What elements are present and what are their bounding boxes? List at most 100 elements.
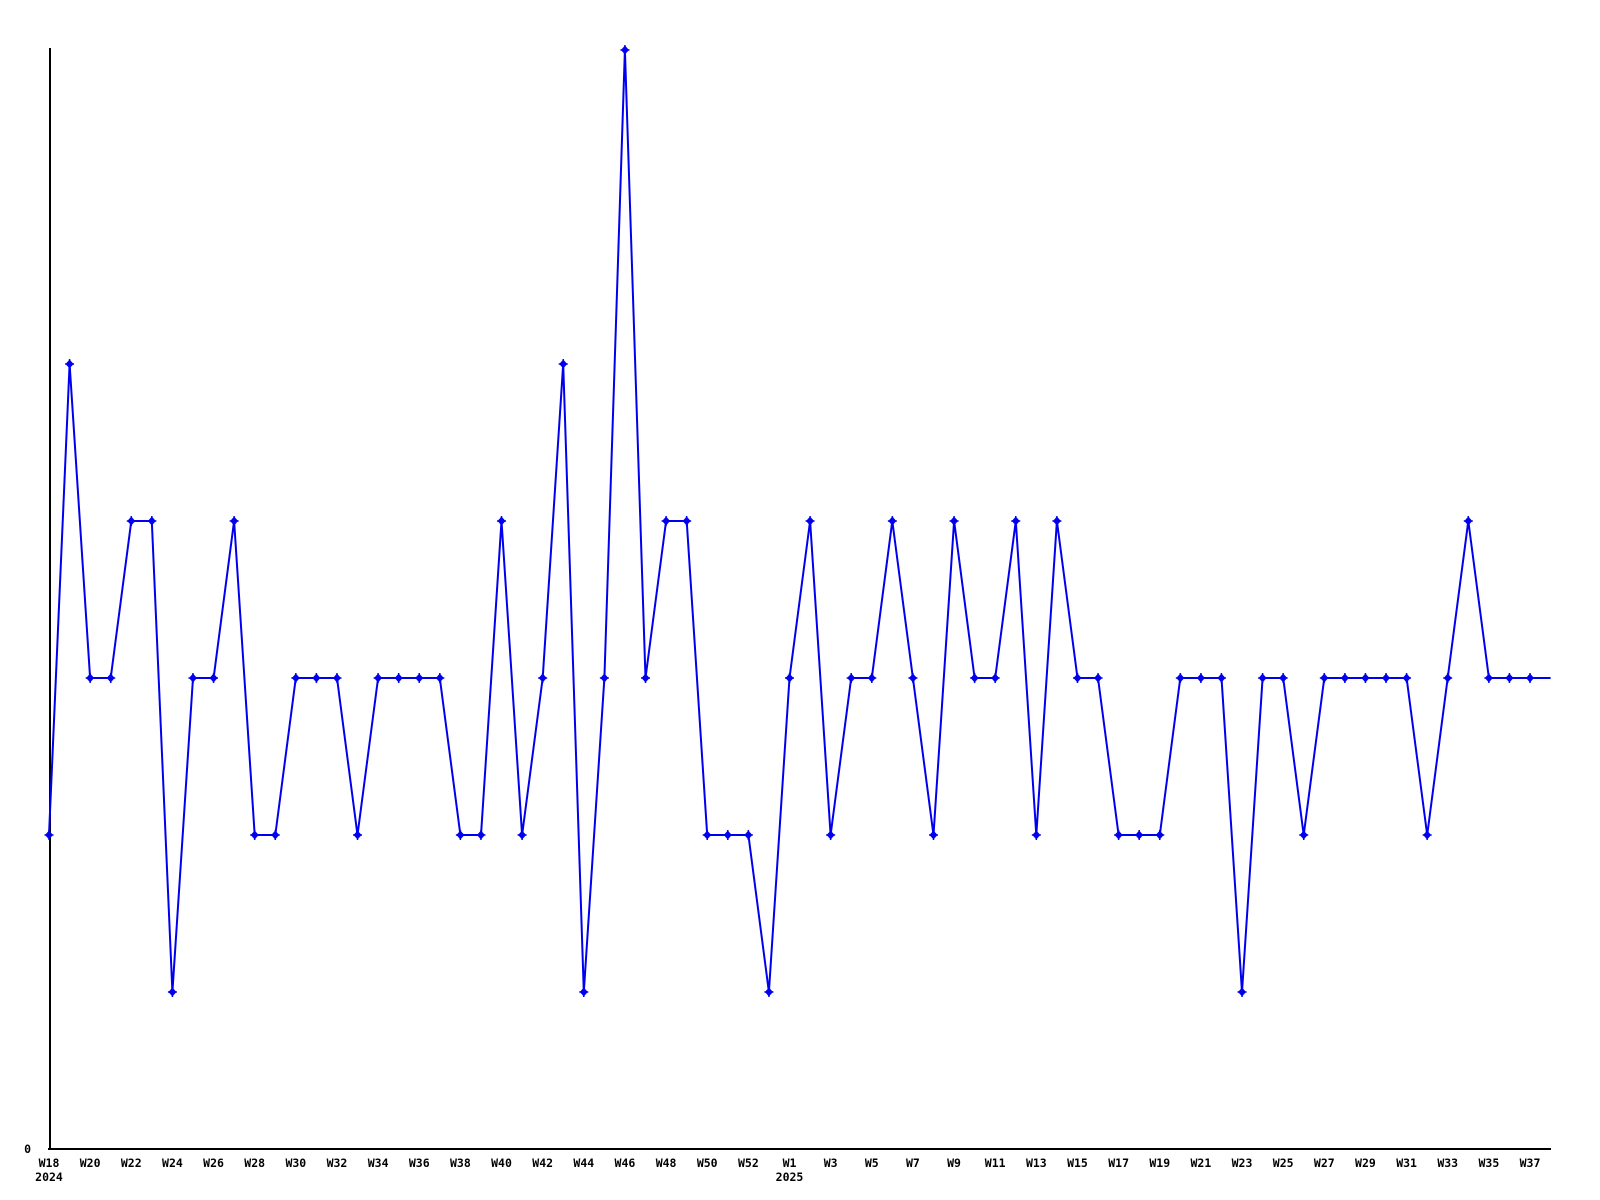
x-tick-label: W13 xyxy=(1026,1156,1047,1170)
x-tick-label: W19 xyxy=(1149,1156,1170,1170)
data-point-marker xyxy=(188,673,198,683)
data-point-marker xyxy=(764,987,774,997)
data-point-marker xyxy=(538,673,548,683)
data-point-marker xyxy=(270,830,280,840)
data-point-marker xyxy=(785,673,794,683)
x-tick-label: W22 xyxy=(121,1156,142,1170)
axes xyxy=(48,48,1551,1150)
data-point-marker xyxy=(147,516,157,526)
x-tick-label: W21 xyxy=(1190,1156,1211,1170)
data-point-marker xyxy=(1525,673,1535,683)
data-point-marker xyxy=(682,516,692,526)
x-tick-label: W24 xyxy=(162,1156,183,1170)
data-line xyxy=(48,49,1551,993)
data-point-marker xyxy=(1443,673,1453,683)
x-tick-label: W7 xyxy=(906,1156,920,1170)
x-tick-label: W23 xyxy=(1232,1156,1253,1170)
x-tick-label: W29 xyxy=(1355,1156,1376,1170)
data-point-marker xyxy=(949,516,959,526)
data-point-marker xyxy=(106,673,116,683)
x-tick-label: W25 xyxy=(1273,1156,1294,1170)
x-tick-label: W15 xyxy=(1067,1156,1088,1170)
data-point-marker xyxy=(1299,830,1309,840)
x-tick-label: W52 xyxy=(738,1156,759,1170)
data-point-marker xyxy=(1216,673,1226,683)
data-point-marker xyxy=(1484,673,1494,683)
data-point-marker xyxy=(702,830,712,840)
x-tick-label: W40 xyxy=(491,1156,512,1170)
data-point-marker xyxy=(209,673,219,683)
data-point-marker xyxy=(928,830,938,840)
data-point-marker xyxy=(887,516,897,526)
data-point-marker xyxy=(1134,830,1144,840)
x-tick-label: W42 xyxy=(532,1156,553,1170)
data-point-marker xyxy=(497,516,507,526)
data-point-marker xyxy=(1072,673,1082,683)
data-point-marker xyxy=(990,673,1000,683)
data-point-marker xyxy=(579,987,589,997)
data-series xyxy=(44,45,1551,997)
data-point-marker xyxy=(1402,673,1412,683)
x-tick-label: W27 xyxy=(1314,1156,1335,1170)
x-tick-label: W32 xyxy=(327,1156,348,1170)
data-point-marker xyxy=(1381,673,1391,683)
data-point-marker xyxy=(394,673,404,683)
data-point-marker xyxy=(126,516,136,526)
data-point-marker xyxy=(1340,673,1350,683)
data-point-marker xyxy=(867,673,877,683)
data-point-marker xyxy=(476,830,486,840)
data-point-marker xyxy=(620,45,630,55)
x-tick-label: W28 xyxy=(244,1156,265,1170)
x-tick-label: W36 xyxy=(409,1156,430,1170)
data-point-marker xyxy=(661,516,671,526)
data-point-marker xyxy=(229,516,239,526)
x-tick-label: W35 xyxy=(1478,1156,1499,1170)
data-point-marker xyxy=(250,830,260,840)
data-point-marker xyxy=(1258,673,1268,683)
data-point-marker xyxy=(1052,516,1062,526)
x-tick-label: W1 xyxy=(783,1156,797,1170)
data-point-marker xyxy=(1031,830,1041,840)
data-point-marker xyxy=(373,673,383,683)
data-point-marker xyxy=(641,673,651,683)
x-tick-label: W3 xyxy=(824,1156,838,1170)
y-tick-label: 0 xyxy=(24,1142,31,1156)
x-tick-label: W5 xyxy=(865,1156,879,1170)
data-point-marker xyxy=(558,359,568,369)
data-point-marker xyxy=(743,830,753,840)
data-point-marker xyxy=(599,673,609,683)
data-point-marker xyxy=(65,359,75,369)
data-point-marker xyxy=(1114,830,1124,840)
data-point-marker xyxy=(1196,673,1206,683)
x-tick-label: W50 xyxy=(697,1156,718,1170)
data-point-marker xyxy=(908,673,918,683)
data-point-marker xyxy=(1175,673,1185,683)
data-point-marker xyxy=(44,830,54,840)
x-tick-label: W20 xyxy=(80,1156,101,1170)
data-point-marker xyxy=(311,673,321,683)
data-point-marker xyxy=(1155,830,1165,840)
data-point-marker xyxy=(414,673,424,683)
x-tick-label: W11 xyxy=(985,1156,1006,1170)
x-axis-year-label: 2025 xyxy=(776,1170,804,1184)
data-point-marker xyxy=(1011,516,1021,526)
data-point-marker xyxy=(1360,673,1370,683)
x-tick-label: W33 xyxy=(1437,1156,1458,1170)
x-tick-label: W44 xyxy=(573,1156,594,1170)
data-point-marker xyxy=(291,673,301,683)
data-point-marker xyxy=(1463,516,1473,526)
x-tick-label: W48 xyxy=(656,1156,677,1170)
x-tick-label: W30 xyxy=(285,1156,306,1170)
x-tick-label: W9 xyxy=(947,1156,961,1170)
data-point-marker xyxy=(723,830,733,840)
data-point-marker xyxy=(435,673,445,683)
data-point-marker xyxy=(1319,673,1329,683)
data-point-marker xyxy=(1422,830,1432,840)
x-tick-label: W26 xyxy=(203,1156,224,1170)
x-tick-label: W38 xyxy=(450,1156,471,1170)
data-point-marker xyxy=(846,673,856,683)
x-tick-label: W31 xyxy=(1396,1156,1417,1170)
